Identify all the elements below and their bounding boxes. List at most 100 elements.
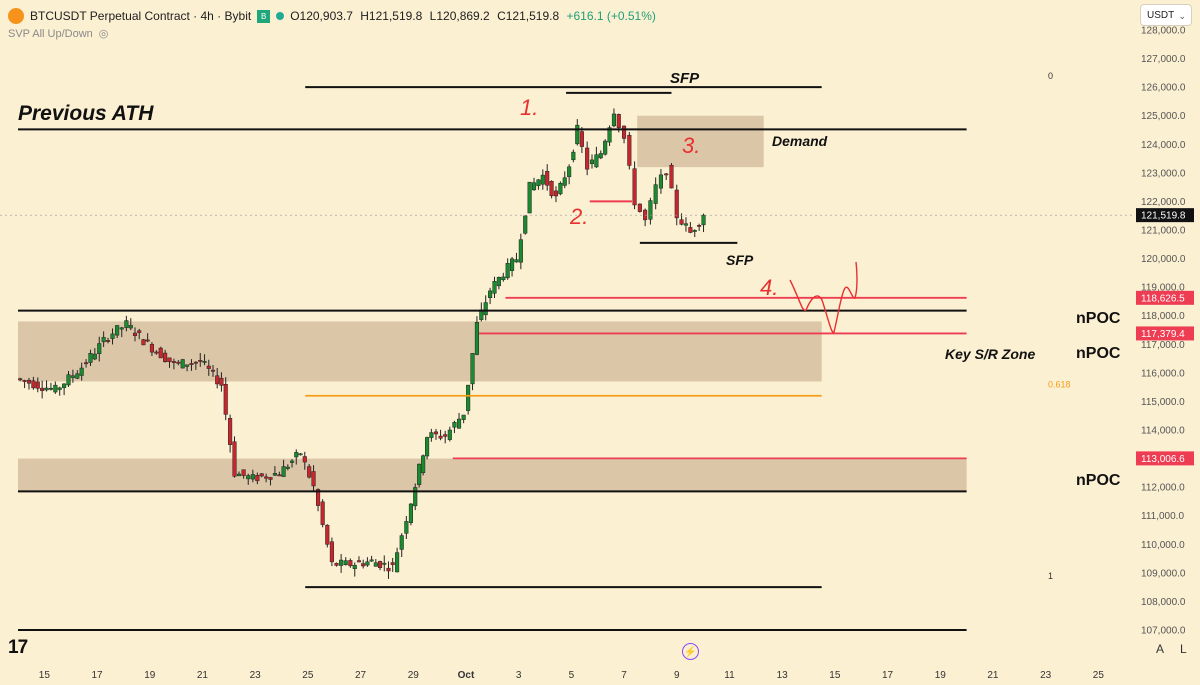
x-tick-label: 15 — [829, 670, 841, 681]
candle-body — [57, 387, 62, 390]
step-3-label: 3. — [682, 133, 700, 158]
candle-body — [425, 437, 430, 457]
candle-body — [518, 239, 523, 263]
candle-body — [622, 125, 627, 139]
candle-body — [505, 263, 510, 279]
candle-body — [232, 441, 237, 477]
candle-body — [193, 361, 198, 364]
candle-body — [352, 564, 357, 570]
npoc-line-113006-price-tag — [1136, 451, 1194, 466]
candle-body — [549, 181, 554, 197]
x-tick-label: 13 — [777, 670, 789, 681]
candle-body — [607, 127, 612, 143]
projected-path — [789, 261, 858, 334]
candle-body — [637, 203, 642, 212]
candle-body — [531, 182, 537, 191]
candle-body — [589, 159, 595, 165]
chart-header: BTCUSDT Perpetual Contract · 4h · Bybit … — [0, 0, 1100, 46]
x-tick-label: 17 — [91, 670, 103, 681]
indicator-name: SVP All Up/Down — [8, 27, 93, 40]
low-value: L120,869.2 — [429, 9, 490, 23]
candle-body — [492, 281, 497, 294]
candle-body — [510, 258, 515, 271]
npoc-line-113006-price-tag-label: 113,006.6 — [1141, 454, 1185, 465]
candle-body — [325, 524, 330, 545]
x-tick-label: 19 — [935, 670, 947, 681]
currency-select[interactable]: USDT ⌄ — [1140, 4, 1192, 26]
candle-body — [653, 184, 658, 204]
candle-body — [470, 353, 475, 385]
npoc-line-117379-price-tag — [1136, 326, 1194, 341]
log-scale-button[interactable]: L — [1180, 642, 1187, 656]
candle-body — [413, 487, 418, 507]
sfp-bottom-label: SFP — [726, 252, 754, 268]
x-tick-label: 29 — [408, 670, 420, 681]
npoc-label-1: nPOC — [1076, 310, 1121, 327]
candle-body — [285, 466, 290, 469]
symbol-legend[interactable]: BTCUSDT Perpetual Contract · 4h · Bybit … — [8, 8, 660, 24]
candle-body — [210, 369, 216, 372]
candle-body — [18, 378, 23, 381]
market-open-icon — [276, 12, 285, 20]
candle-body — [268, 477, 273, 480]
npoc-label-2: nPOC — [1076, 345, 1121, 362]
candle-body — [44, 387, 49, 391]
x-tick-label: 9 — [674, 670, 680, 681]
tradingview-logo-icon[interactable]: 17 — [8, 637, 28, 658]
x-tick-label: 23 — [1040, 670, 1052, 681]
y-tick-label: 112,000.0 — [1141, 483, 1185, 494]
candle-body — [683, 223, 689, 226]
auto-scale-button[interactable]: A — [1156, 642, 1165, 656]
y-tick-label: 117,000.0 — [1141, 340, 1185, 351]
candle-body — [386, 567, 391, 572]
candle-body — [119, 327, 124, 330]
candle-body — [259, 473, 264, 477]
x-tick-label: 21 — [987, 670, 999, 681]
change-value: +616.1 (+0.51%) — [566, 9, 656, 23]
candle-body — [334, 562, 339, 566]
candle-body — [294, 452, 299, 458]
candle-body — [664, 173, 669, 176]
candle-body — [421, 455, 426, 474]
x-tick-label: 27 — [355, 670, 367, 681]
x-tick-label: 25 — [302, 670, 314, 681]
candle-body — [316, 489, 321, 506]
candle-body — [575, 124, 580, 145]
candle-body — [452, 422, 457, 428]
candle-body — [48, 387, 53, 390]
y-tick-label: 118,000.0 — [1141, 311, 1185, 322]
candle-body — [603, 140, 608, 155]
candle-body — [443, 434, 448, 437]
candle-body — [246, 475, 251, 480]
candle-body — [298, 453, 303, 456]
key-sr-label: Key S/R Zone — [945, 346, 1035, 362]
indicator-legend[interactable]: SVP All Up/Down ◎ — [8, 27, 109, 41]
candle-body — [523, 215, 528, 234]
candle-body — [343, 560, 348, 566]
candle-body — [540, 174, 545, 185]
candle-body — [447, 429, 452, 440]
y-tick-label: 125,000.0 — [1141, 111, 1186, 122]
candle-body — [369, 559, 374, 562]
candle-body — [417, 463, 422, 485]
candle-body — [101, 337, 106, 343]
candle-body — [281, 466, 286, 477]
candle-body — [149, 344, 154, 353]
demand-label: Demand — [772, 133, 828, 149]
candle-body — [562, 177, 567, 186]
candle-body — [206, 365, 211, 369]
candle-body — [250, 474, 255, 480]
eye-icon[interactable]: ◎ — [98, 28, 109, 40]
candle-body — [223, 384, 228, 415]
candle-body — [255, 475, 260, 482]
y-tick-label: 126,000.0 — [1141, 83, 1186, 94]
candle-body — [236, 473, 242, 477]
candle-body — [198, 360, 203, 362]
y-tick-label: 107,000.0 — [1141, 626, 1186, 637]
candle-body — [697, 225, 702, 227]
candle-body — [536, 179, 541, 187]
candle-body — [115, 325, 120, 336]
flash-icon[interactable]: ⚡ — [682, 643, 699, 660]
candle-body — [75, 373, 80, 379]
